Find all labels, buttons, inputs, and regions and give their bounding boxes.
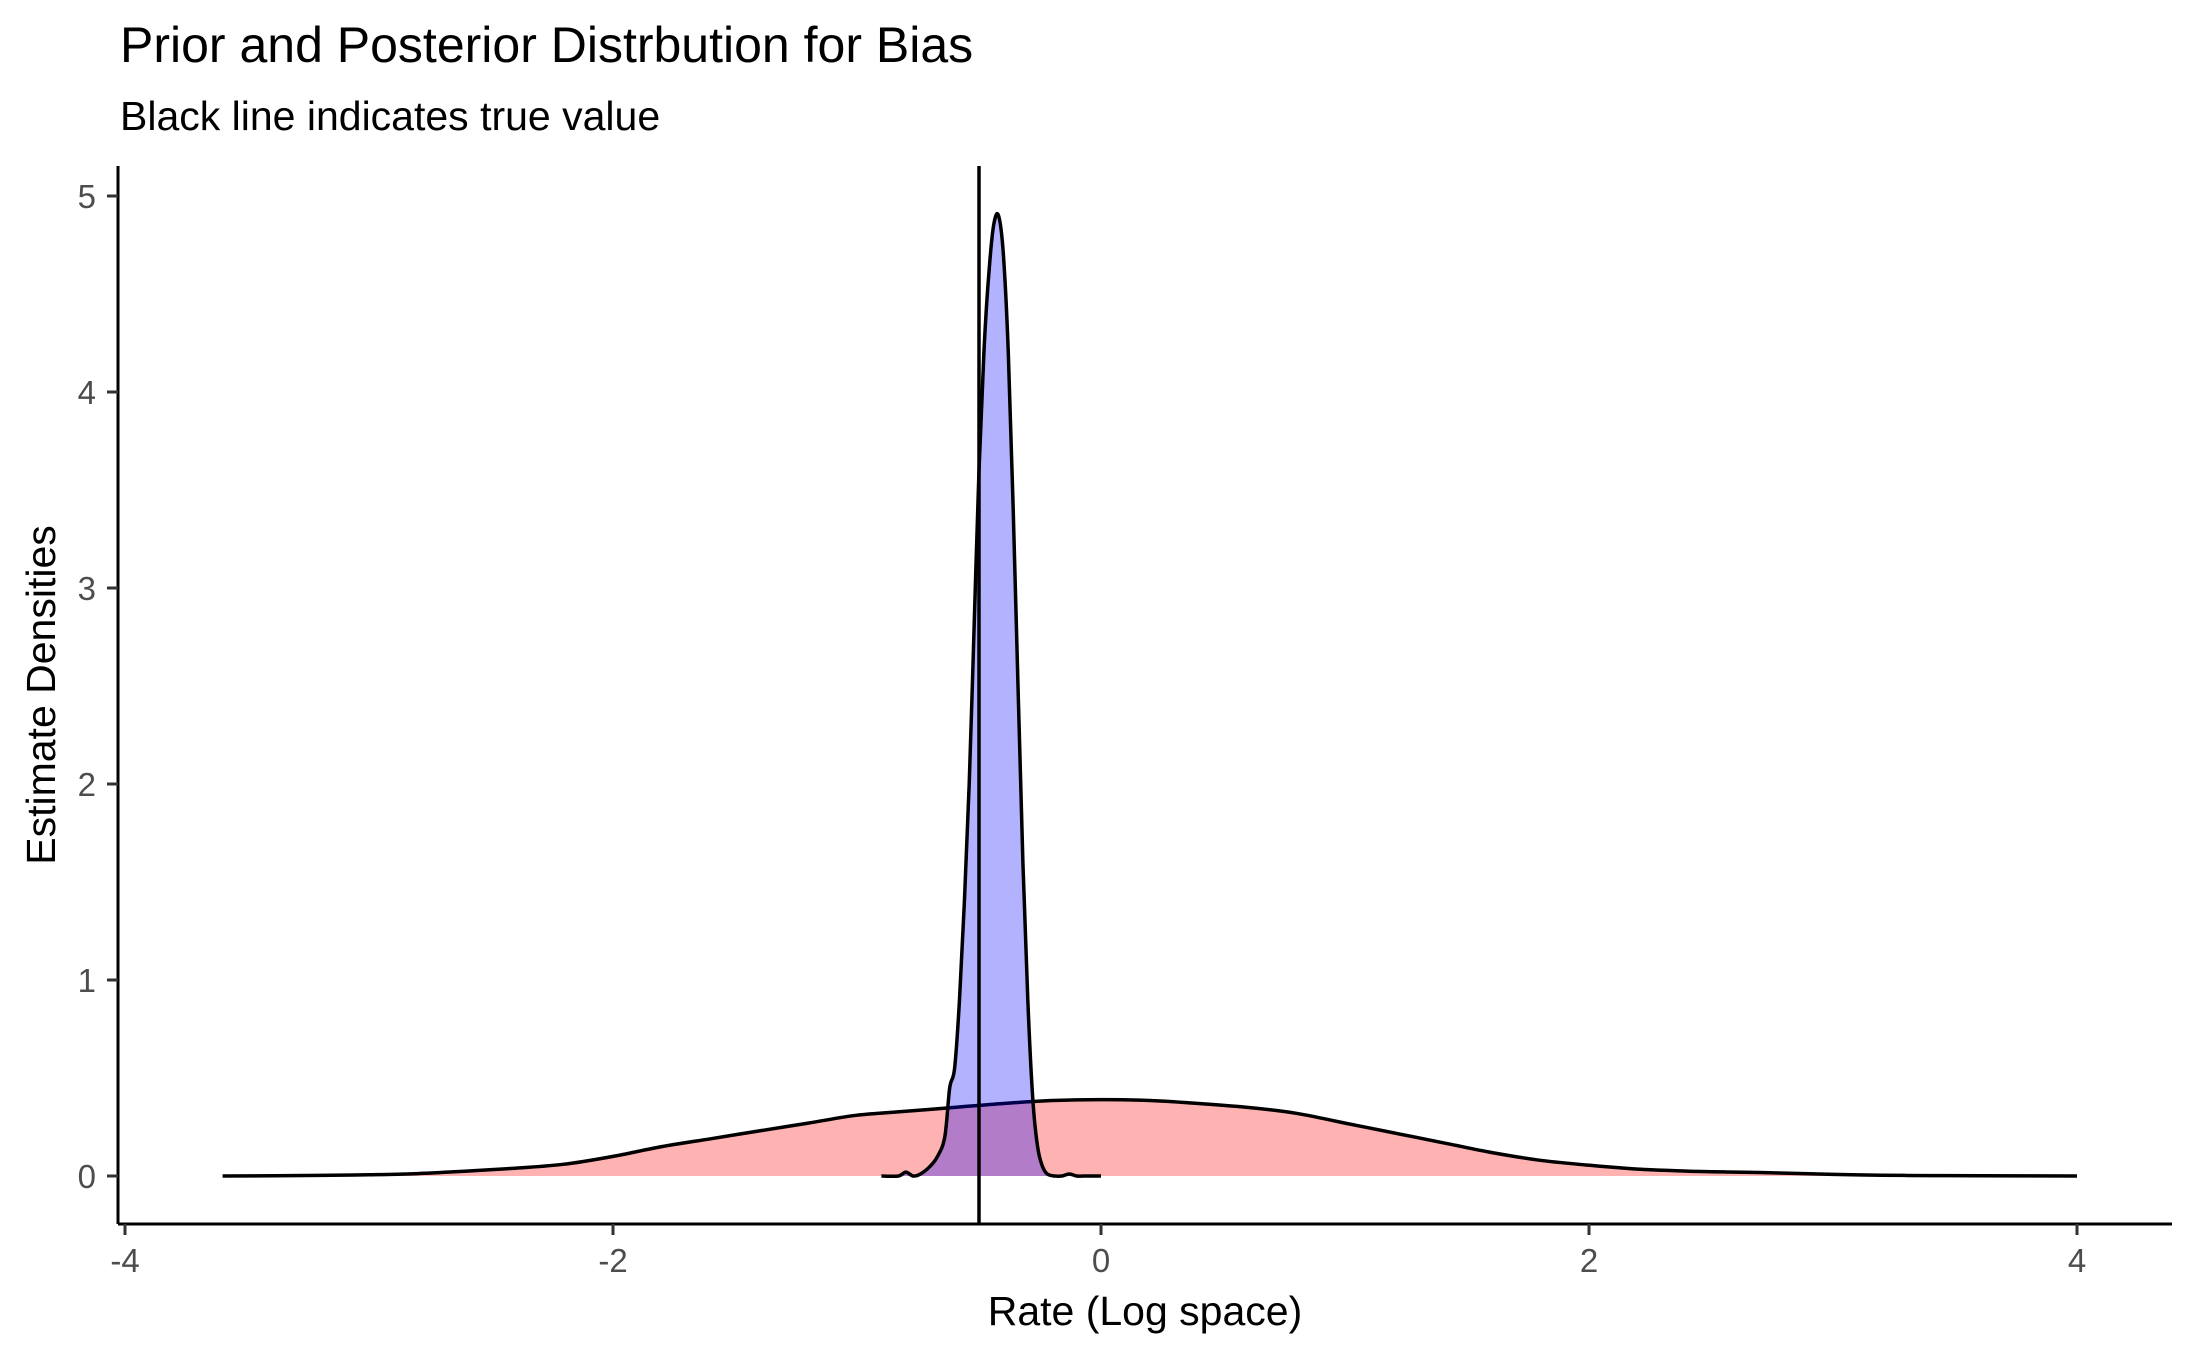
density-area-1 — [881, 213, 1101, 1177]
y-tick-label: 2 — [78, 766, 96, 803]
y-tick-label: 1 — [78, 962, 96, 999]
x-tick-label: 0 — [1092, 1242, 1110, 1279]
y-tick-label: 0 — [78, 1158, 96, 1195]
y-axis-title: Estimate Densities — [18, 525, 64, 865]
x-tick-label: -4 — [110, 1242, 139, 1279]
x-tick-layer: -4 -2 0 2 4 — [110, 1224, 2086, 1279]
density-curve-0 — [222, 1097, 2078, 1178]
chart-subtitle: Black line indicates true value — [120, 93, 660, 139]
x-tick-label: -2 — [598, 1242, 627, 1279]
y-tick-layer: 0 1 2 3 4 5 — [78, 178, 118, 1195]
chart-title: Prior and Posterior Distrbution for Bias — [120, 17, 973, 73]
y-tick-label: 4 — [78, 374, 96, 411]
density-curve-1 — [881, 211, 1101, 1179]
y-tick-label: 5 — [78, 178, 96, 215]
x-axis-title: Rate (Log space) — [988, 1288, 1303, 1334]
series-layer — [222, 211, 2078, 1179]
y-tick-label: 3 — [78, 570, 96, 607]
density-area-0 — [222, 1099, 2078, 1176]
x-tick-label: 2 — [1580, 1242, 1598, 1279]
x-tick-label: 4 — [2068, 1242, 2086, 1279]
